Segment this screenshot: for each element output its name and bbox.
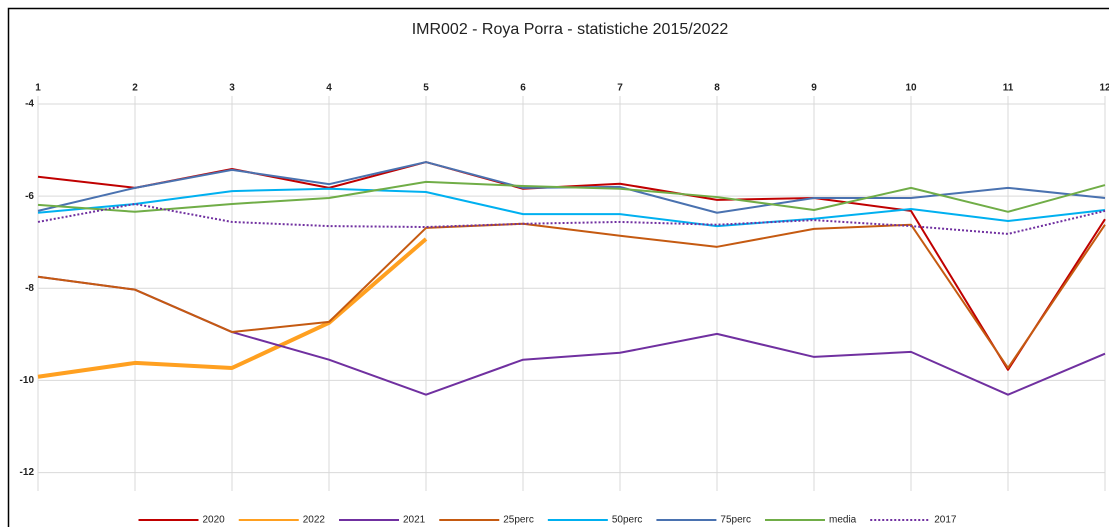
x-tick-label: 6 [520, 83, 526, 94]
legend-label: 75perc [720, 515, 751, 526]
data-line [37, 180, 1106, 213]
legend-label: 25perc [503, 515, 534, 526]
x-tick-label: 7 [617, 83, 623, 94]
x-tick-label: 9 [811, 83, 817, 94]
x-tick-label: 1 [35, 83, 41, 94]
data-line [37, 275, 1106, 396]
legend-label: media [829, 515, 857, 526]
legend-label: 2020 [203, 515, 226, 526]
legend-label: 50perc [612, 515, 643, 526]
chart-title: IMR002 - Roya Porra - statistiche 2015/2… [412, 21, 729, 38]
x-tick-label: 4 [326, 83, 332, 94]
legend-label: 2021 [403, 515, 426, 526]
data-line [37, 222, 1106, 369]
y-tick-label: -4 [25, 99, 34, 110]
data-line [37, 202, 1106, 235]
x-tick-label: 5 [423, 83, 429, 94]
legend-label: 2017 [934, 515, 957, 526]
x-tick-label: 12 [1099, 83, 1109, 94]
y-tick-label: -8 [25, 283, 34, 294]
legend-label: 2022 [303, 515, 326, 526]
x-tick-label: 11 [1003, 83, 1014, 94]
y-tick-label: -12 [20, 467, 35, 478]
x-tick-label: 8 [714, 83, 720, 94]
data-line [37, 161, 1106, 371]
chart-border [7, 7, 1109, 527]
data-line [37, 187, 1106, 228]
data-line [37, 237, 428, 379]
x-tick-label: 3 [229, 83, 235, 94]
y-tick-label: -6 [25, 191, 34, 202]
x-tick-label: 10 [905, 83, 917, 94]
y-tick-label: -10 [20, 375, 35, 386]
x-tick-label: 2 [132, 83, 138, 94]
